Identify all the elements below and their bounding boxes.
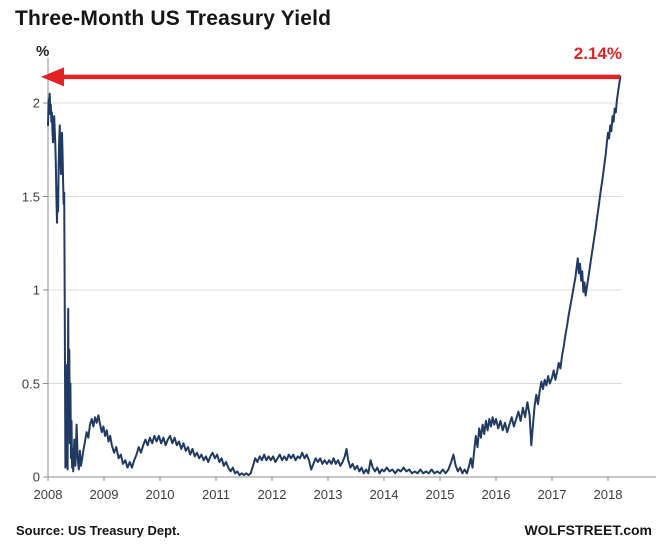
left-arrowhead-icon: [41, 67, 64, 87]
x-tick-label-2012: 2012: [257, 487, 287, 502]
y-tick-label-2: 2: [32, 95, 40, 111]
x-tick-label-2013: 2013: [313, 487, 343, 502]
current-value-label: 2.14%: [573, 44, 622, 63]
x-tick-label-2017: 2017: [537, 487, 567, 502]
source-attribution: Source: US Treasury Dept.: [16, 523, 180, 538]
x-tick-label-2009: 2009: [89, 487, 119, 502]
y-tick-label-1: 1: [32, 282, 40, 298]
y-tick-label-0.5: 0.5: [21, 376, 40, 391]
x-tick-label-2014: 2014: [369, 487, 399, 502]
yield-line-series: [47, 75, 622, 477]
x-tick-label-2010: 2010: [145, 487, 175, 502]
x-tick-label-2018: 2018: [593, 487, 623, 502]
x-tick-label-2015: 2015: [425, 487, 455, 502]
chart-title: Three-Month US Treasury Yield: [15, 7, 332, 30]
x-tick-label-2016: 2016: [481, 487, 511, 502]
y-axis-unit-label: %: [36, 43, 50, 60]
y-tick-label-1.5: 1.5: [21, 189, 40, 204]
y-tick-label-0: 0: [32, 469, 40, 485]
x-tick-label-2008: 2008: [33, 487, 63, 502]
x-tick-label-2011: 2011: [202, 487, 230, 502]
site-watermark: WOLFSTREET.com: [524, 522, 652, 538]
